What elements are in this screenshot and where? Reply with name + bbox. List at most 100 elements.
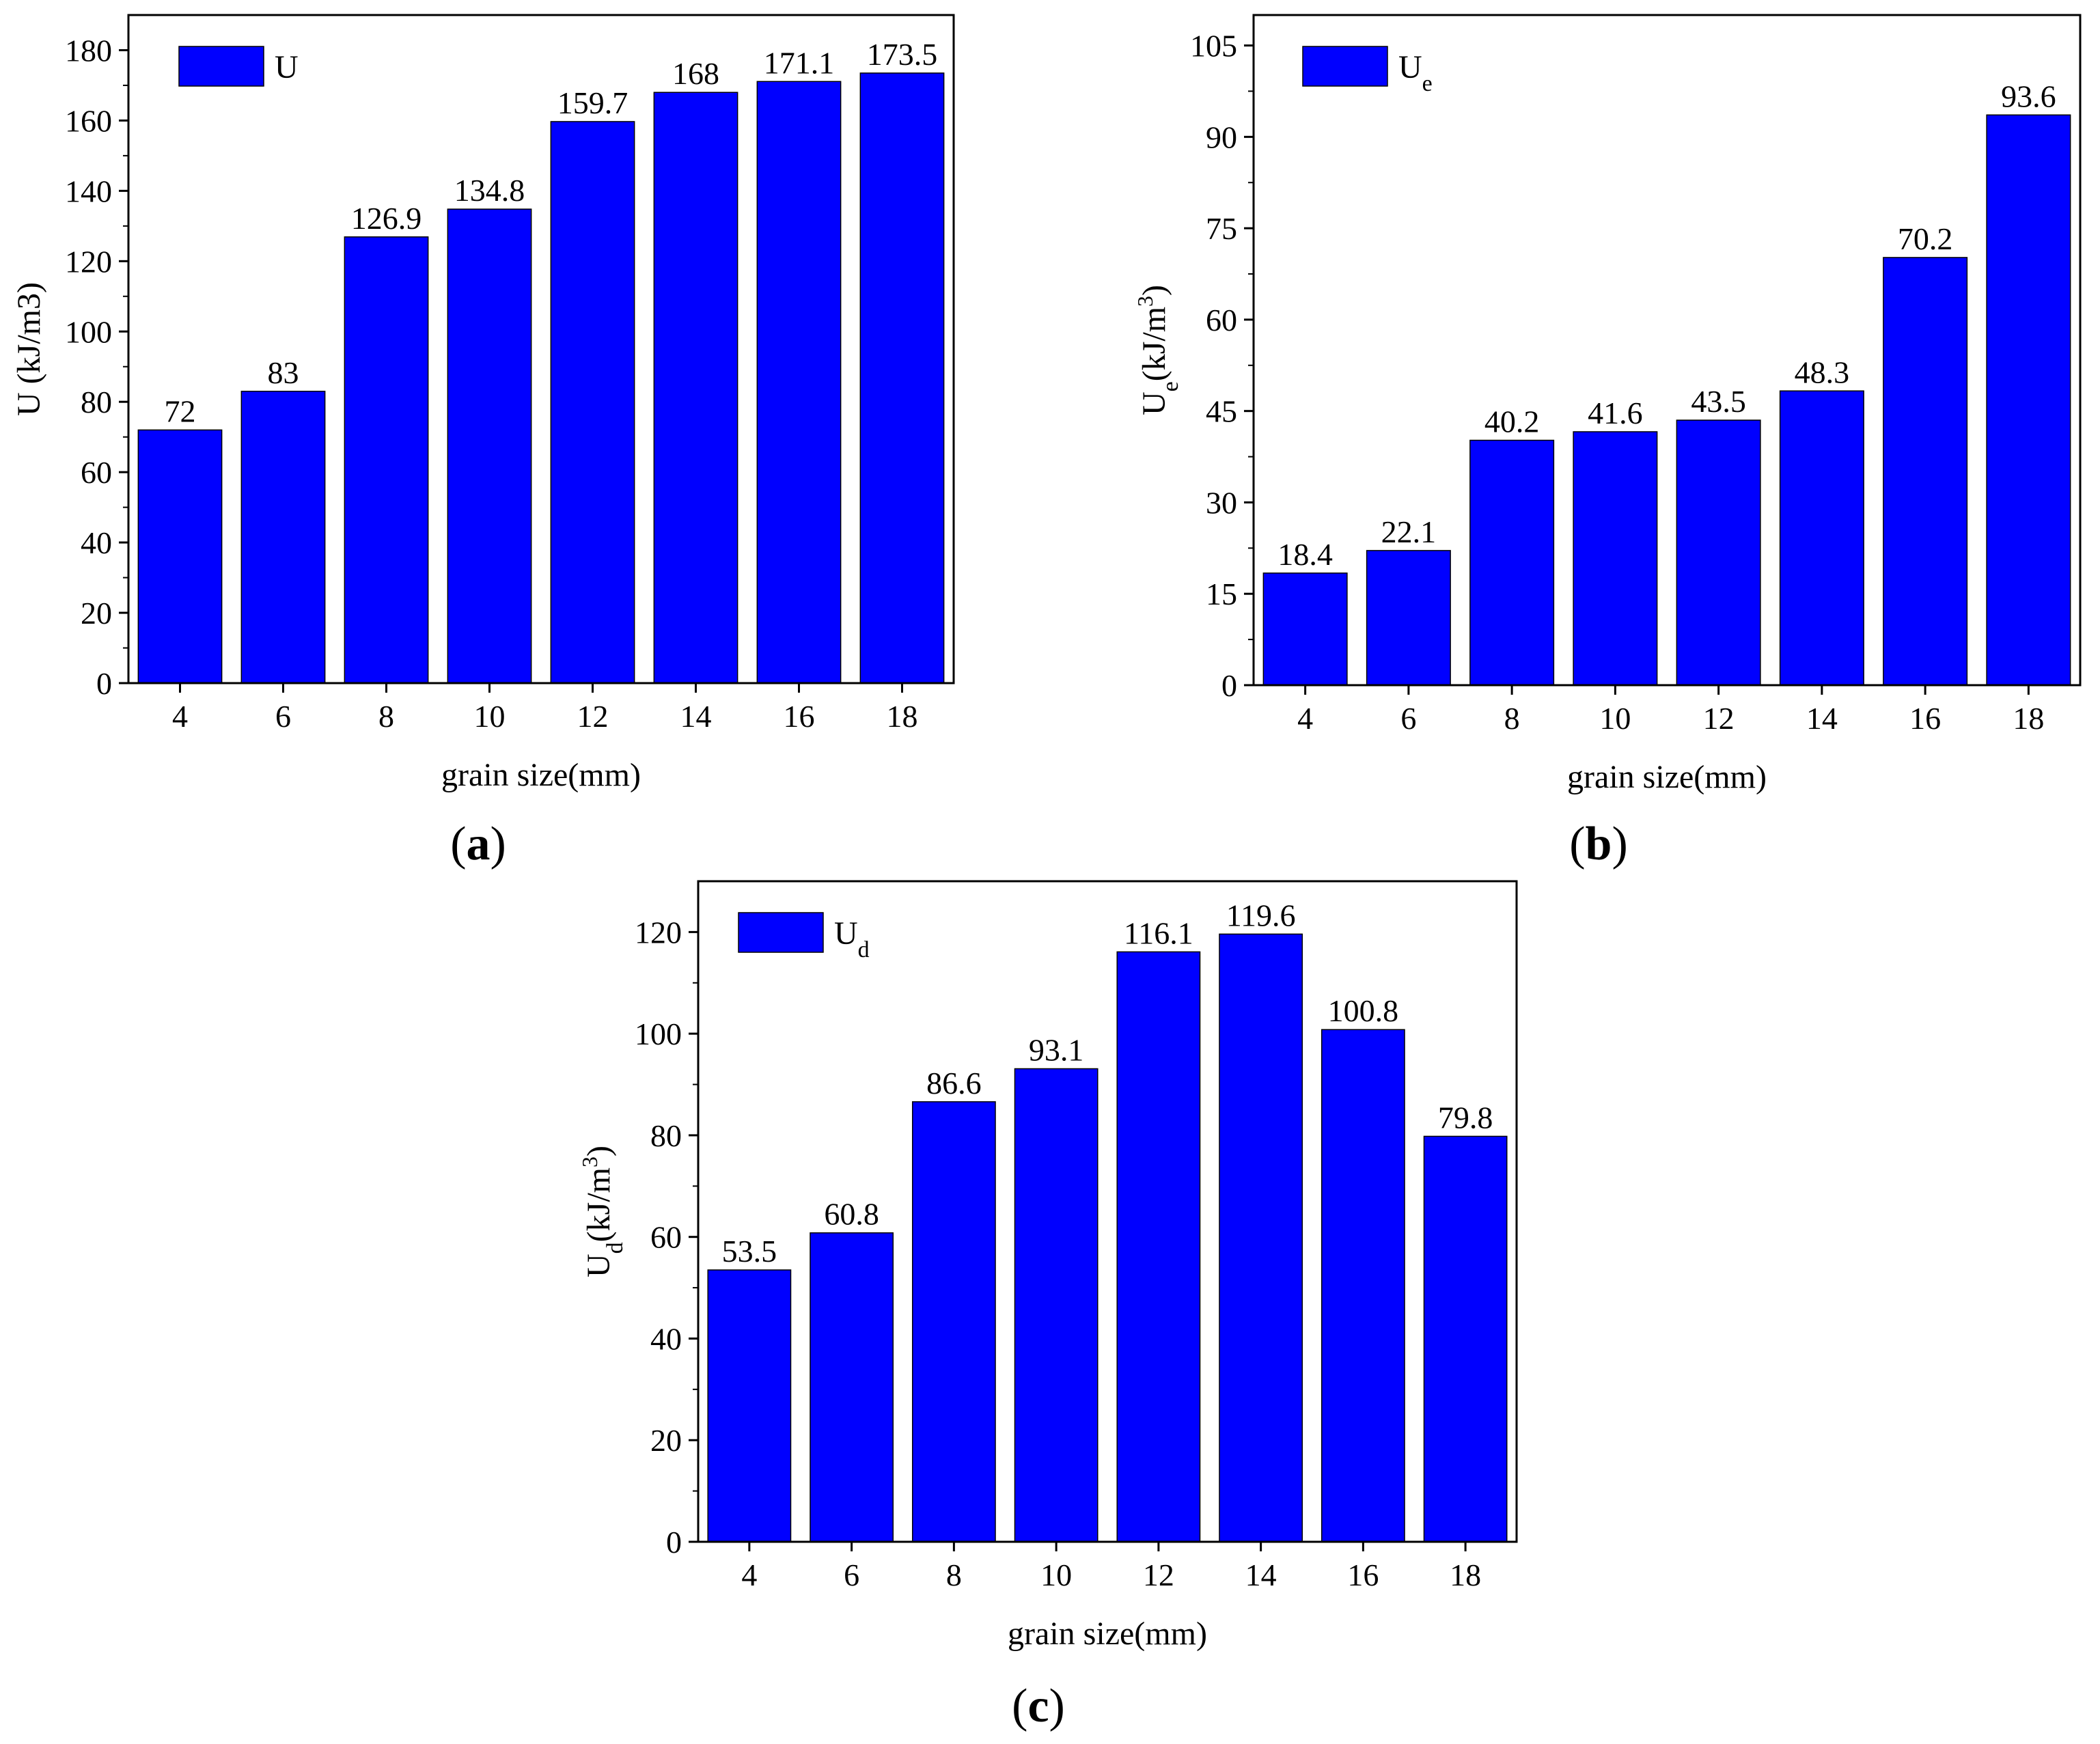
- bar: [1883, 257, 1968, 686]
- bar: [240, 391, 326, 684]
- legend: U: [178, 46, 299, 87]
- bar-value-label: 79.8: [1438, 1100, 1493, 1135]
- bar-value-label: 100.8: [1328, 993, 1399, 1028]
- x-tick-label: 12: [1703, 701, 1735, 736]
- legend-label: Ud: [834, 915, 870, 963]
- chart-panel-b: 18.4 22.1 40.2 41.6 43.5 48.3 70.2 93.6 0 15 30 45 6…: [1133, 14, 2082, 870]
- bar: [1262, 572, 1348, 686]
- bar: [1779, 390, 1864, 686]
- bar-value-label: 93.6: [2001, 79, 2056, 113]
- chart-panel-c: 53.5 60.8 86.6 93.1 116.1 119.6 100.8 79.8 0 20 40…: [577, 880, 1518, 1732]
- bar-value-label: 72: [165, 393, 196, 428]
- legend: Ud: [738, 912, 870, 963]
- y-axis-label: U (kJ/m3): [11, 282, 47, 416]
- y-tick-label: 20: [650, 1423, 682, 1458]
- x-tick-label: 4: [172, 699, 188, 734]
- y-tick-label: 60: [81, 455, 112, 490]
- y-tick-label: 120: [65, 244, 112, 279]
- y-tick-label: 40: [81, 525, 112, 560]
- bar: [1676, 419, 1761, 686]
- bar: [707, 1269, 792, 1542]
- y-tick-label: 120: [635, 915, 682, 950]
- bar-value-label: 116.1: [1124, 915, 1193, 950]
- x-tick-label: 14: [1806, 701, 1838, 736]
- bar: [1573, 431, 1658, 686]
- bar-value-label: 159.7: [557, 85, 628, 120]
- x-tick-label: 6: [275, 699, 291, 734]
- legend-swatch: [178, 46, 264, 87]
- x-tick-label: 18: [887, 699, 918, 734]
- bar-value-label: 126.9: [351, 201, 422, 236]
- x-tick-label: 18: [2013, 701, 2044, 736]
- bar-value-label: 43.5: [1691, 384, 1746, 419]
- y-tick-label: 60: [1206, 303, 1237, 337]
- bar-value-label: 18.4: [1277, 537, 1333, 572]
- bar: [1116, 951, 1201, 1542]
- y-tick-label: 180: [65, 33, 112, 68]
- x-tick-label: 16: [1347, 1558, 1379, 1592]
- y-tick-label: 30: [1206, 485, 1237, 520]
- bar: [344, 236, 429, 684]
- y-tick-label: 15: [1206, 577, 1237, 611]
- x-axis-label: grain size(mm): [1567, 759, 1767, 795]
- panel-label: (b): [1569, 818, 1628, 870]
- y-axis-label: Ud(kJ/m3): [577, 1146, 628, 1277]
- x-tick-label: 8: [946, 1558, 962, 1592]
- x-tick-label: 16: [1909, 701, 1941, 736]
- y-tick-label: 0: [96, 666, 112, 701]
- bar: [550, 121, 635, 684]
- bar-value-label: 119.6: [1226, 898, 1296, 932]
- y-tick-label: 40: [650, 1321, 682, 1356]
- bar-value-label: 173.5: [867, 37, 938, 72]
- plot-frame: [127, 14, 955, 684]
- x-tick-label: 14: [1245, 1558, 1277, 1592]
- y-tick-label: 105: [1190, 29, 1237, 64]
- y-tick-label: 160: [65, 103, 112, 138]
- bar-value-label: 40.2: [1484, 404, 1540, 439]
- x-tick-label: 6: [1400, 701, 1416, 736]
- bar-value-label: 83: [268, 355, 299, 390]
- legend-label: Ue: [1398, 49, 1433, 96]
- bar: [756, 81, 842, 684]
- bar-value-label: 48.3: [1795, 355, 1850, 389]
- bar: [1366, 550, 1451, 686]
- x-tick-label: 16: [784, 699, 815, 734]
- bar-value-label: 22.1: [1381, 514, 1437, 549]
- y-tick-label: 140: [65, 174, 112, 208]
- y-tick-label: 90: [1206, 120, 1237, 154]
- bar-value-label: 86.6: [926, 1066, 982, 1101]
- x-tick-label: 4: [1297, 701, 1313, 736]
- x-tick-label: 10: [1599, 701, 1631, 736]
- bar-value-label: 171.1: [764, 45, 835, 80]
- legend: Ue: [1302, 46, 1433, 96]
- bar-value-label: 70.2: [1898, 221, 1953, 256]
- x-tick-label: 18: [1450, 1558, 1481, 1592]
- x-tick-label: 10: [1040, 1558, 1072, 1592]
- y-tick-label: 45: [1206, 394, 1237, 429]
- x-axis-label: grain size(mm): [1008, 1616, 1207, 1652]
- bar-value-label: 93.1: [1029, 1032, 1084, 1067]
- x-tick-label: 8: [378, 699, 394, 734]
- bar: [1219, 933, 1303, 1542]
- legend-label: U: [275, 49, 299, 85]
- x-tick-label: 6: [844, 1558, 859, 1592]
- y-tick-label: 0: [1221, 668, 1237, 703]
- x-tick-label: 4: [741, 1558, 757, 1592]
- y-tick-label: 75: [1206, 211, 1237, 246]
- x-tick-label: 12: [1143, 1558, 1174, 1592]
- x-tick-label: 14: [680, 699, 712, 734]
- y-tick-label: 60: [650, 1220, 682, 1255]
- plot-frame: [1252, 14, 2082, 687]
- panel-label: (a): [450, 818, 506, 870]
- y-tick-label: 80: [81, 385, 112, 419]
- x-axis-label: grain size(mm): [441, 757, 641, 793]
- y-tick-label: 20: [81, 596, 112, 631]
- bar: [1321, 1029, 1405, 1542]
- y-tick-label: 100: [635, 1016, 682, 1051]
- bar: [1469, 439, 1555, 686]
- x-tick-label: 10: [474, 699, 506, 734]
- bar-value-label: 168: [672, 56, 719, 91]
- bar: [810, 1232, 894, 1542]
